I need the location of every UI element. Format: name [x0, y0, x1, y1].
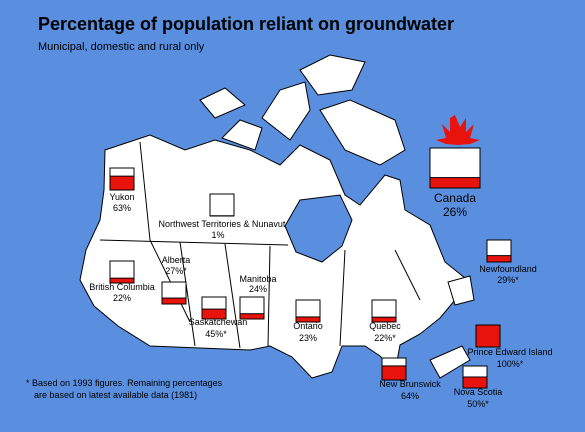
gauge-frame [209, 193, 235, 217]
title: Percentage of population reliant on grou… [38, 14, 454, 34]
border [339, 249, 346, 347]
gauge-fill [475, 324, 501, 348]
region-name: Manitoba [239, 274, 276, 284]
region-name: Ontario [293, 321, 323, 331]
border [394, 249, 421, 301]
region-name: Quebec [369, 321, 401, 331]
island [199, 87, 246, 119]
island [299, 54, 366, 96]
region-value: 29%* [497, 275, 519, 285]
national-name: Canada [434, 191, 476, 205]
gauge-fill [161, 297, 187, 305]
region-value: 24% [249, 284, 267, 294]
gauge-fill [109, 277, 135, 284]
region-name: Prince Edward Island [467, 347, 552, 357]
borders [99, 141, 421, 349]
region-value: 63% [113, 203, 131, 213]
border [99, 239, 289, 246]
gauge-fill [109, 175, 135, 191]
gauge-fill [381, 365, 407, 381]
region-name: Alberta [162, 255, 191, 265]
gauge-fill [201, 308, 227, 320]
region-name: New Brunswick [379, 379, 441, 389]
region-value: 27%* [165, 266, 187, 276]
subtitle: Municipal, domestic and rural only [38, 41, 205, 53]
gauge-fill [371, 316, 397, 323]
island [319, 99, 406, 166]
region-name: Northwest Territories & Nunavut [159, 219, 286, 229]
footnote: * Based on 1993 figures. Remaining perce… [26, 378, 223, 388]
gauge-fill [239, 313, 265, 320]
region-name: Nova Scotia [454, 387, 503, 397]
region-name: Newfoundland [479, 264, 537, 274]
hudson-bay [284, 194, 353, 263]
island [447, 275, 475, 306]
region-name: Yukon [109, 192, 134, 202]
gauge-fill [486, 255, 512, 263]
region-value: 100%* [497, 359, 524, 369]
island [429, 345, 471, 379]
island [221, 119, 263, 151]
region-name: British Columbia [89, 282, 155, 292]
island [261, 81, 311, 141]
border [149, 239, 191, 323]
region-value: 50%* [467, 399, 489, 409]
region-name: Saskatchewan [189, 317, 248, 327]
region-value: 1% [211, 230, 224, 240]
national-value: 26% [443, 205, 467, 219]
region-value: 64% [401, 391, 419, 401]
region-value: 45%* [205, 329, 227, 339]
border [224, 243, 241, 349]
gauge-fill [462, 376, 488, 389]
maple-leaf [436, 115, 480, 145]
region-value: 22%* [374, 333, 396, 343]
region-value: 23% [299, 333, 317, 343]
gauge-fill [429, 177, 481, 189]
border [179, 241, 196, 347]
border [267, 245, 271, 347]
region-value: 22% [113, 293, 131, 303]
gauge-fill [295, 316, 321, 323]
footnote: are based on latest available data (1981… [34, 390, 197, 400]
border [139, 141, 151, 241]
